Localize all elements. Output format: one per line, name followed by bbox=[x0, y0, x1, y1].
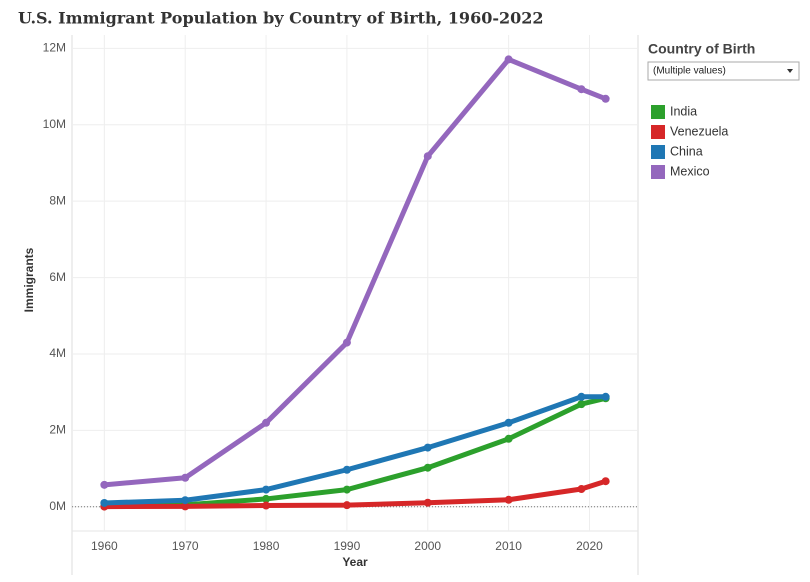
point bbox=[262, 418, 271, 427]
point bbox=[601, 94, 610, 103]
series-line bbox=[101, 478, 609, 510]
point bbox=[423, 463, 432, 472]
x-tick-label: 1980 bbox=[253, 539, 280, 553]
point bbox=[504, 55, 513, 64]
legend-label[interactable]: India bbox=[670, 104, 697, 118]
legend-label[interactable]: China bbox=[670, 144, 703, 158]
point bbox=[504, 418, 513, 427]
x-tick-label: 1990 bbox=[334, 539, 361, 553]
point bbox=[100, 480, 109, 489]
legend-label[interactable]: Venezuela bbox=[670, 124, 728, 138]
point bbox=[504, 495, 513, 504]
legend-swatch[interactable] bbox=[651, 125, 665, 139]
y-tick-label: 10M bbox=[43, 117, 66, 131]
x-tick-label: 2020 bbox=[576, 539, 603, 553]
filter-text[interactable]: (Multiple values) bbox=[653, 66, 726, 77]
y-tick-label: 8M bbox=[49, 193, 66, 207]
point bbox=[577, 85, 586, 94]
dropdown-arrow[interactable] bbox=[787, 69, 793, 73]
point bbox=[601, 392, 610, 401]
point bbox=[342, 501, 351, 510]
point bbox=[577, 485, 586, 494]
point bbox=[181, 473, 190, 482]
point bbox=[181, 502, 190, 511]
series-line bbox=[101, 56, 609, 488]
point bbox=[262, 485, 271, 494]
point bbox=[342, 465, 351, 474]
point bbox=[423, 443, 432, 452]
x-tick-label: 1960 bbox=[91, 539, 118, 553]
point bbox=[262, 501, 271, 510]
point bbox=[577, 392, 586, 401]
x-tick-label: 2000 bbox=[414, 539, 441, 553]
point bbox=[504, 434, 513, 443]
point bbox=[262, 494, 271, 503]
legend-swatch[interactable] bbox=[651, 165, 665, 179]
point bbox=[100, 498, 109, 507]
point bbox=[342, 485, 351, 494]
legend-swatch[interactable] bbox=[651, 145, 665, 159]
x-tick-label: 1970 bbox=[172, 539, 199, 553]
y-axis-title: Immigrants bbox=[22, 247, 36, 312]
y-tick-label: 6M bbox=[49, 270, 66, 284]
chart-title: U.S. Immigrant Population by Country of … bbox=[18, 9, 544, 28]
point bbox=[577, 400, 586, 409]
y-tick-label: 12M bbox=[43, 41, 66, 55]
y-tick-label: 0M bbox=[49, 499, 66, 513]
y-tick-label: 4M bbox=[49, 346, 66, 360]
x-tick-label: 2010 bbox=[495, 539, 522, 553]
y-tick-label: 2M bbox=[49, 423, 66, 437]
point bbox=[423, 152, 432, 161]
filter-dropdown[interactable] bbox=[647, 61, 800, 81]
x-axis-title: Year bbox=[342, 555, 368, 569]
point bbox=[423, 498, 432, 507]
legend-label[interactable]: Mexico bbox=[670, 164, 710, 178]
point bbox=[601, 477, 610, 486]
legend-title: Country of Birth bbox=[648, 41, 755, 57]
series-line bbox=[101, 394, 609, 506]
point bbox=[181, 496, 190, 505]
point bbox=[342, 338, 351, 347]
legend-swatch[interactable] bbox=[651, 105, 665, 119]
